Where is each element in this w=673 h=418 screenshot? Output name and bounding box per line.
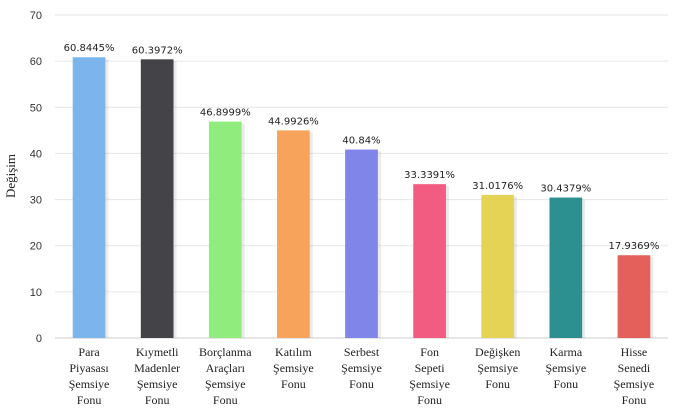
x-category-label-line: Fonu bbox=[213, 393, 238, 407]
y-tick-label: 20 bbox=[30, 241, 42, 253]
x-category-label: Değişken Şemsiye Fonu bbox=[475, 345, 520, 391]
y-tick-label: 0 bbox=[36, 333, 42, 345]
bar[interactable] bbox=[481, 194, 515, 338]
x-category-label-line: Şemsiye bbox=[137, 377, 178, 391]
bar-value-label: 60.8445% bbox=[64, 43, 115, 54]
bar-value-label: 40.84% bbox=[342, 136, 380, 147]
x-category-label-line: Sepeti bbox=[415, 361, 446, 375]
bar-value-label: 33.3391% bbox=[404, 170, 455, 181]
bar-value-label: 44.9926% bbox=[268, 116, 319, 127]
x-category-label-line: Fonu bbox=[349, 377, 374, 391]
x-category-label-line: Şemsiye bbox=[205, 377, 246, 391]
x-category-label-line: Fonu bbox=[485, 377, 510, 391]
x-category-label-line: Araçları bbox=[206, 361, 246, 375]
bar-value-label: 46.8999% bbox=[200, 108, 251, 119]
x-category-label: Serbest Şemsiye Fonu bbox=[341, 345, 382, 391]
x-category-label: Katılım Şemsiye Fonu bbox=[273, 345, 314, 391]
y-tick-label: 60 bbox=[30, 56, 42, 68]
y-tick-label: 10 bbox=[30, 287, 42, 299]
bar[interactable] bbox=[72, 57, 106, 338]
y-tick-label: 70 bbox=[30, 10, 42, 22]
x-category-label-line: Şemsiye bbox=[545, 361, 586, 375]
x-category-label-line: Para bbox=[78, 345, 100, 359]
y-axis-title: Değişim bbox=[3, 154, 18, 198]
bar-value-label: 60.3972% bbox=[132, 45, 183, 56]
x-category-label: Karma Şemsiye Fonu bbox=[545, 345, 586, 391]
bar[interactable] bbox=[617, 255, 651, 338]
x-category-label-line: Fon bbox=[420, 345, 439, 359]
y-tick-label: 30 bbox=[30, 195, 42, 207]
bar[interactable] bbox=[549, 197, 583, 338]
bar[interactable] bbox=[413, 184, 446, 338]
x-category-label-line: Fonu bbox=[77, 393, 102, 407]
bar-value-label: 17.9369% bbox=[609, 241, 660, 252]
x-category-label-line: Serbest bbox=[344, 345, 380, 359]
x-category-label-line: Değişken bbox=[475, 345, 520, 359]
x-category-label-line: Şemsiye bbox=[69, 377, 110, 391]
bar[interactable] bbox=[277, 130, 310, 338]
x-category-label-line: Borçlanma bbox=[199, 345, 252, 359]
x-category-label-line: Karma bbox=[550, 345, 583, 359]
y-tick-label: 40 bbox=[30, 148, 42, 160]
x-category-label-line: Şemsiye bbox=[477, 361, 518, 375]
x-category-label-line: Şemsiye bbox=[614, 377, 655, 391]
bar-value-label: 31.0176% bbox=[472, 181, 523, 192]
y-tick-label: 50 bbox=[30, 102, 42, 114]
x-category-label: Kıymetli Madenler Şemsiye Fonu bbox=[134, 345, 180, 407]
x-category-label-line: Senedi bbox=[618, 361, 651, 375]
x-category-label-line: Fonu bbox=[145, 393, 170, 407]
x-category-label: Fon Sepeti Şemsiye Fonu bbox=[409, 345, 450, 407]
labels-layer: 60.8445% Para Piyasası Şemsiye Fonu 60.3972% K… bbox=[64, 43, 660, 407]
bar[interactable] bbox=[140, 59, 174, 339]
bar-value-label: 30.4379% bbox=[540, 184, 591, 195]
x-category-label-line: Piyasası bbox=[69, 361, 109, 375]
bar[interactable] bbox=[208, 121, 242, 339]
x-category-label-line: Katılım bbox=[275, 345, 312, 359]
x-category-label-line: Fonu bbox=[281, 377, 306, 391]
x-category-label-line: Şemsiye bbox=[409, 377, 450, 391]
bars-layer bbox=[72, 57, 654, 339]
x-category-label-line: Şemsiye bbox=[273, 361, 314, 375]
x-category-label-line: Fonu bbox=[553, 377, 578, 391]
x-category-label-line: Fonu bbox=[417, 393, 442, 407]
x-category-label: Borçlanma Araçları Şemsiye Fonu bbox=[199, 345, 252, 407]
x-category-label-line: Kıymetli bbox=[136, 345, 179, 359]
x-category-label-line: Hisse bbox=[621, 345, 648, 359]
x-category-label-line: Madenler bbox=[134, 361, 180, 375]
x-category-label: Hisse Senedi Şemsiye Fonu bbox=[614, 345, 655, 407]
x-category-label-line: Fonu bbox=[622, 393, 647, 407]
x-category-label-line: Şemsiye bbox=[341, 361, 382, 375]
x-category-label: Para Piyasası Şemsiye Fonu bbox=[69, 345, 110, 407]
bar[interactable] bbox=[345, 149, 378, 338]
